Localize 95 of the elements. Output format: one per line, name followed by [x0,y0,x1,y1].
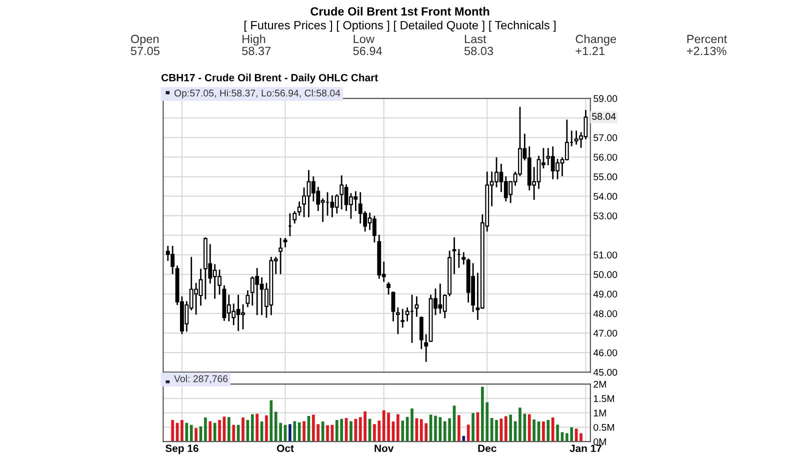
candlestick [297,202,302,216]
y-tick-label: 49.00 [593,290,618,298]
y-tick-label: 0.5M [594,424,614,431]
bar [466,424,470,442]
y-tick-label: 1.5M [594,395,614,402]
bar [228,417,230,442]
bar [204,417,207,442]
x-tick-label: Oct [277,444,294,452]
x-tick-label: Sep 16 [165,444,198,454]
candlestick [452,237,456,274]
y-tick-label: 46.00 [593,349,618,356]
candlestick [246,290,250,308]
text: Op:57.05, Hi:58.37, Lo:56.94, Cl:58.04 [174,89,340,98]
bar [504,416,508,442]
text: 56.94 [353,46,382,56]
candlestick [564,120,569,160]
y-tick-label: 45.00 [593,368,618,376]
bar [326,425,329,442]
text: 58.03 [464,46,494,56]
candlestick [405,307,410,322]
bar [434,416,437,442]
bar [242,417,244,442]
candlestick [419,316,424,350]
bar [256,414,258,442]
text: 58.37 [242,46,271,56]
candlestick [462,252,466,265]
bar [396,414,400,442]
bar [462,436,466,442]
bar [302,421,306,442]
bar [528,414,531,442]
x-tick-label: Nov [374,444,394,452]
bar [509,414,512,442]
text: +1.21 [576,46,604,56]
y-tick-label: 56.00 [594,154,618,161]
bar [401,420,404,442]
text: Last [464,34,486,44]
y-tick-label: 51.00 [594,252,618,258]
y-tick-label: 55.00 [594,173,618,180]
annotation: 58.04 [592,112,616,120]
y-tick-label: 59.00 [594,95,618,102]
bar [350,421,352,442]
bar [580,433,582,442]
x-tick-label: Dec [478,444,496,452]
y-tick-label: 50.00 [594,271,618,278]
candlestick [372,216,376,242]
bar [532,419,536,442]
y-tick-label: 1M [594,410,606,416]
bar [518,408,522,442]
bar [218,420,221,442]
candlestick [391,292,396,322]
bar [171,420,174,442]
text: [ Futures Prices ] [ Options ] [ Detailed Quote ] [ Technicals ] [244,20,556,32]
candlestick [292,211,297,224]
y-tick-label: 47.00 [593,330,618,337]
bar [542,421,545,442]
y-tick-label: 53.00 [594,212,618,220]
text: High [242,34,266,46]
bar [458,415,460,442]
bar [293,421,296,442]
x-tick-label: Jan 17 [570,444,602,452]
text: +2.13% [686,46,726,56]
bar [495,420,498,442]
bar [194,428,198,442]
text: Percent [687,34,727,44]
bar [551,417,554,442]
bar [180,420,184,442]
candlestick [340,175,344,210]
bar [472,413,474,442]
candlestick [396,307,400,334]
text: Open [130,34,159,46]
candlestick [386,282,390,295]
bar [288,424,292,442]
chart-title: CBH17 - Crude Oil Brent - Daily OHLC Chart [161,74,378,84]
y-tick-label: 0M [594,438,606,446]
text: Low [354,34,374,44]
bar [232,424,236,442]
y-tick-label: 57.00 [594,134,618,142]
y-tick-label: 54.00 [594,192,618,200]
y-tick-label: 48.00 [593,310,618,318]
bar [190,424,193,442]
text: Vol: 287,766 [174,375,228,384]
candlestick [400,308,405,328]
bar [250,414,254,442]
candlestick [278,238,283,274]
text: Change [576,34,616,46]
candlestick [424,334,428,362]
bar [546,420,550,442]
candlestick [414,296,419,317]
bar [556,424,559,442]
bar [410,408,414,442]
bar [208,421,212,442]
y-tick-label: 2M [594,380,606,388]
bar [265,415,268,442]
text: 57.05 [130,46,160,56]
text: Crude Oil Brent 1st Front Month [310,6,490,16]
